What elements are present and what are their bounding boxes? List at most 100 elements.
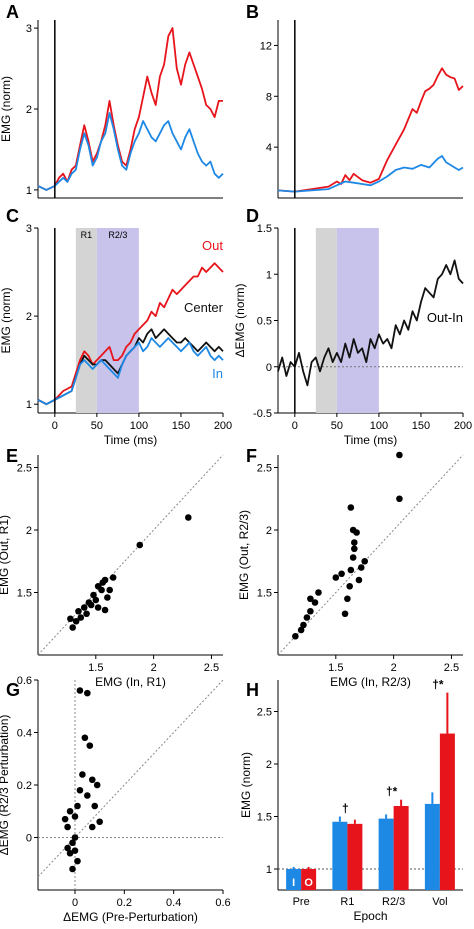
data-point — [351, 539, 358, 546]
bar — [301, 869, 317, 890]
series-line — [277, 67, 464, 193]
panel-letter-H: H — [246, 680, 259, 700]
significance-mark: †* — [386, 785, 398, 799]
data-point — [69, 624, 76, 631]
data-point — [74, 802, 81, 810]
data-point — [307, 595, 314, 603]
y-tick-label: 1 — [266, 269, 272, 281]
y-axis-label: ΔEMG (norm) — [233, 283, 247, 357]
data-point — [61, 815, 69, 823]
data-point — [94, 604, 102, 611]
data-point — [88, 823, 96, 831]
y-tick-label: 1 — [26, 185, 32, 197]
data-point — [349, 526, 357, 534]
x-tick-label: 200 — [214, 420, 232, 432]
data-point — [84, 792, 91, 799]
data-point — [361, 557, 369, 565]
y-tick-label: 2 — [266, 525, 272, 537]
data-point — [92, 596, 100, 604]
series-label: Out — [202, 238, 223, 253]
data-point — [136, 541, 144, 549]
identity-line — [277, 454, 464, 656]
series-line — [277, 259, 464, 387]
y-tick-label: 2 — [26, 525, 32, 537]
x-tick-label: 0 — [292, 420, 298, 432]
axes-D: -0.5 0 0.5 1 1.5 0 50 100 150 200 ΔEMG (norm) Time … — [233, 223, 472, 447]
data-point — [83, 610, 90, 618]
x-axis-label: Time (ms) — [104, 433, 158, 447]
bar — [439, 733, 455, 890]
x-tick-label: 0.4 — [166, 897, 181, 909]
y-axis-label: EMG (norm) — [239, 752, 253, 818]
x-axis-label: EMG (In, R1) — [95, 675, 166, 689]
bar-letter: O — [304, 877, 313, 889]
x-tick-label: 200 — [454, 420, 472, 432]
data-point — [66, 849, 74, 857]
series-label: In — [212, 366, 223, 381]
bar — [424, 803, 440, 890]
axes-F: 1.5 2 2.5 1.5 2 2.5 EMG (Out, R2/3) EMG (In, R2… — [237, 451, 464, 689]
data-point — [355, 576, 363, 584]
x-tick-label: 50 — [331, 420, 343, 432]
data-point — [69, 839, 76, 847]
epoch-band-label: R1 — [81, 230, 93, 240]
data-point — [109, 574, 117, 581]
x-tick-label: 0 — [52, 420, 58, 432]
data-point — [91, 802, 99, 810]
y-tick-label: 2 — [266, 759, 272, 771]
y-tick-label: 0.5 — [257, 316, 272, 328]
data-point — [344, 595, 351, 603]
data-point — [396, 495, 403, 503]
y-tick-label: 1.5 — [257, 223, 272, 235]
data-point — [86, 742, 94, 749]
data-point — [101, 576, 109, 584]
data-point — [80, 604, 88, 611]
y-axis-label: ΔEMG (R2/3 Perturbation) — [0, 715, 11, 856]
data-point — [351, 545, 358, 553]
data-point — [76, 687, 84, 694]
data-point — [96, 818, 103, 826]
y-tick-label: 3 — [26, 223, 32, 235]
data-point — [76, 786, 84, 794]
y-tick-label: 1 — [266, 864, 272, 876]
data-point — [104, 594, 111, 601]
x-tick-label: 2 — [151, 662, 157, 674]
axes-H: I O Pre † R1 †* R2/3 †* Vol 1 1.5 2 2.5 EMG (norm) Epo… — [239, 678, 463, 923]
epoch-band — [336, 228, 379, 413]
identity-line — [37, 679, 224, 878]
bar — [347, 823, 363, 890]
x-tick-label: 100 — [130, 420, 148, 432]
data-point — [74, 857, 81, 865]
bar — [393, 806, 409, 890]
series-label: Center — [184, 300, 224, 315]
data-point — [84, 689, 91, 697]
data-point — [396, 451, 403, 459]
category-label: Pre — [293, 896, 310, 908]
data-point — [90, 591, 97, 599]
data-point — [341, 610, 349, 618]
y-axis-label: EMG (norm) — [0, 287, 13, 353]
x-tick-label: 50 — [91, 420, 103, 432]
data-point — [347, 504, 355, 511]
data-point — [101, 606, 109, 614]
y-tick-label: 2.5 — [257, 707, 272, 719]
series-line — [37, 27, 223, 191]
x-tick-label: 2.5 — [444, 662, 459, 674]
series-line — [277, 155, 464, 193]
panel-letter-F: F — [246, 446, 257, 466]
axes-A: 1 2 3 EMG (norm) — [0, 20, 224, 199]
data-point — [75, 607, 82, 615]
bar — [332, 821, 348, 890]
y-tick-label: 0.4 — [17, 728, 32, 740]
category-label: R2/3 — [382, 896, 405, 908]
panel-letter-C: C — [6, 206, 19, 226]
y-tick-label: 1.5 — [257, 812, 272, 824]
data-point — [357, 564, 365, 571]
data-point — [347, 566, 355, 574]
y-tick-label: 1 — [26, 399, 32, 411]
y-tick-label: 2 — [26, 311, 32, 323]
y-tick-label: 0 — [26, 833, 32, 845]
x-axis-label: Epoch — [353, 909, 387, 923]
y-tick-label: 0.6 — [17, 675, 32, 687]
